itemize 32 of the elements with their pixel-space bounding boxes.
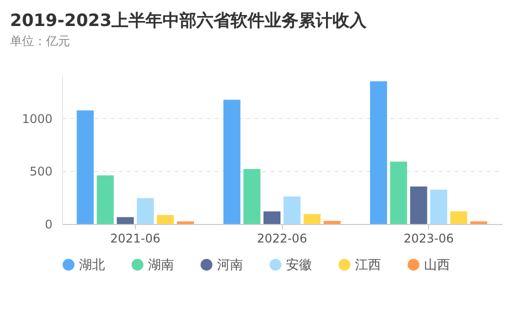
- bar: [284, 196, 301, 224]
- bar: [156, 215, 174, 224]
- x-tick-label: 2022-06: [256, 232, 308, 246]
- x-tick-label: 2021-06: [110, 232, 160, 246]
- bar: [76, 110, 94, 224]
- bar: [370, 81, 388, 224]
- bar: [304, 214, 321, 224]
- legend-label: 安徽: [286, 256, 312, 273]
- bar: [96, 175, 114, 224]
- legend-label: 湖北: [79, 258, 105, 273]
- bar: [136, 198, 154, 224]
- bar: [324, 220, 341, 224]
- chart-subtitle: 单位：亿元: [10, 34, 70, 48]
- bar: [410, 186, 428, 224]
- bar: [176, 221, 194, 224]
- x-tick-label: 2023-06: [404, 232, 454, 246]
- y-tick-label: 0: [44, 218, 52, 232]
- bar: [263, 211, 280, 224]
- bar: [450, 211, 468, 224]
- y-tick-label: 1000: [22, 112, 52, 126]
- bar: [390, 162, 408, 224]
- bar: [430, 190, 448, 224]
- legend-label: 江西: [355, 258, 381, 273]
- bar: [223, 100, 240, 224]
- bar: [243, 169, 260, 224]
- legend-label: 湖南: [148, 258, 174, 273]
- legend-label: 山西: [424, 258, 450, 273]
- y-tick-label: 500: [30, 164, 52, 179]
- bar: [116, 217, 134, 224]
- chart-title: 2019-2023上半年中部六省软件业务累计收入: [10, 11, 368, 31]
- bar: [470, 221, 488, 224]
- legend-label: 河南: [217, 258, 243, 273]
